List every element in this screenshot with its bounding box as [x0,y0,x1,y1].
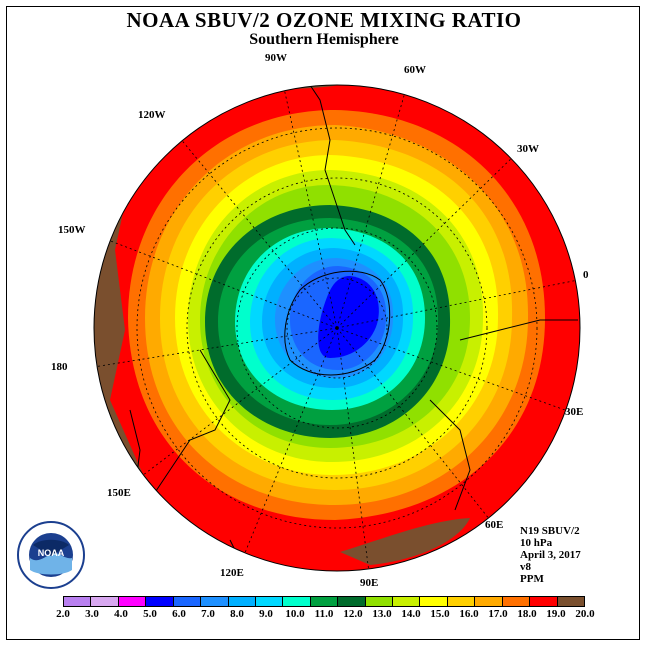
longitude-grid [94,85,579,571]
lon-label-60w: 60W [404,64,426,76]
latitude-grid [136,127,538,529]
lon-label-60e: 60E [485,519,503,531]
lon-label-120w: 120W [138,109,166,121]
colorbar-ticks: 2.0 3.0 4.0 5.0 6.0 7.0 8.0 9.0 10.0 11.0 12.0 13.0… [56,608,600,622]
colorbar-segment [227,597,255,606]
units-label: PPM [520,573,544,585]
colorbar-segment [117,597,146,606]
colorbar-tick-label: 17.0 [488,608,508,620]
colorbar-segment [309,597,338,606]
colorbar-segment [172,597,201,606]
colorbar-segment [556,597,585,606]
colorbar-tick-label: 11.0 [314,608,334,620]
map-subtitle: Southern Hemisphere [249,31,399,48]
level-label: 10 hPa [520,537,553,549]
colorbar-segment [529,597,557,606]
lon-label-30e: 30E [565,406,583,418]
colorbar-segment [474,597,502,606]
lon-label-0: 0 [583,269,589,281]
colorbar-tick-label: 8.0 [230,608,244,620]
colorbar-segment [364,597,393,606]
colorbar-segment [200,597,228,606]
colorbar-segment [64,597,91,606]
colorbar [63,596,585,607]
map-info: N19 SBUV/2 10 hPa April 3, 2017 v8 PPM [520,525,581,585]
colorbar-tick-label: 9.0 [259,608,273,620]
lon-label-90e: 90E [360,577,378,589]
noaa-logo: NOAA [16,520,86,590]
colorbar-tick-label: 19.0 [546,608,566,620]
lon-label-150e: 150E [107,487,131,499]
colorbar-segment [337,597,365,606]
colorbar-tick-label: 3.0 [85,608,99,620]
lon-label-90w: 90W [265,52,287,64]
lon-label-180: 180 [51,361,68,373]
colorbar-tick-label: 14.0 [401,608,421,620]
map-border [93,84,581,572]
lon-label-150w: 150W [58,224,86,236]
colorbar-tick-label: 10.0 [285,608,305,620]
plot-frame [6,6,640,640]
colorbar-tick-label: 12.0 [343,608,363,620]
colorbar-segment [419,597,447,606]
colorbar-tick-label: 18.0 [517,608,537,620]
colorbar-segment [282,597,310,606]
colorbar-tick-label: 7.0 [201,608,215,620]
version-label: v8 [520,561,531,573]
colorbar-segment [446,597,475,606]
colorbar-tick-label: 20.0 [575,608,595,620]
colorbar-segment [392,597,420,606]
colorbar-segment [90,597,118,606]
colorbar-tick-label: 5.0 [143,608,157,620]
date-label: April 3, 2017 [520,549,581,561]
colorbar-tick-label: 4.0 [114,608,128,620]
instrument-label: N19 SBUV/2 [520,525,580,537]
colorbar-tick-label: 13.0 [372,608,392,620]
colorbar-segment [254,597,283,606]
colorbar-segment [501,597,530,606]
lon-label-30w: 30W [517,143,539,155]
lon-label-120e: 120E [220,567,244,579]
coastlines [129,85,578,571]
colorbar-tick-label: 16.0 [459,608,479,620]
logo-text: NOAA [38,548,65,558]
colorbar-tick-label: 6.0 [172,608,186,620]
ozone-field [94,85,580,571]
colorbar-tick-label: 15.0 [430,608,450,620]
longitude-labels: 90W 60W 30W 0 30E 60E 90E 120E 150E 180 … [51,52,589,589]
map-title: NOAA SBUV/2 OZONE MIXING RATIO [126,8,522,32]
colorbar-tick-label: 2.0 [56,608,70,620]
colorbar-segment [145,597,173,606]
